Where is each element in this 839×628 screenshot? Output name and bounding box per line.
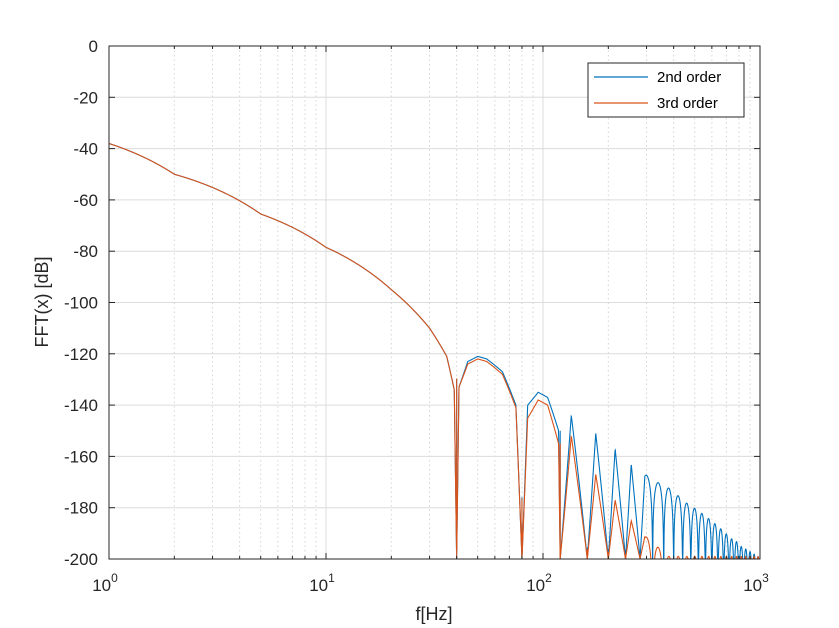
legend: 2nd order 3rd order xyxy=(587,62,745,118)
y-tick-label: -20 xyxy=(73,88,98,107)
y-tick-label: 0 xyxy=(89,37,98,56)
y-tick-label: -100 xyxy=(64,294,98,313)
y-tick-label: -120 xyxy=(64,345,98,364)
x-axis-title: f[Hz] xyxy=(415,604,452,624)
y-tick-label: -180 xyxy=(64,499,98,518)
legend-label-3rd-order: 3rd order xyxy=(657,95,718,112)
plot-lines xyxy=(109,142,760,559)
legend-box xyxy=(587,62,745,118)
y-tick-label: -40 xyxy=(73,140,98,159)
y-tick-label: -200 xyxy=(64,550,98,569)
y-axis-title: FFT(x) [dB] xyxy=(32,257,52,348)
legend-label-2nd-order: 2nd order xyxy=(657,69,721,86)
series-line-3rd-order xyxy=(109,142,760,559)
y-tick-label: -160 xyxy=(64,447,98,466)
y-tick-label: -140 xyxy=(64,396,98,415)
y-tick-label: -80 xyxy=(73,242,98,261)
y-tick-label: -60 xyxy=(73,191,98,210)
